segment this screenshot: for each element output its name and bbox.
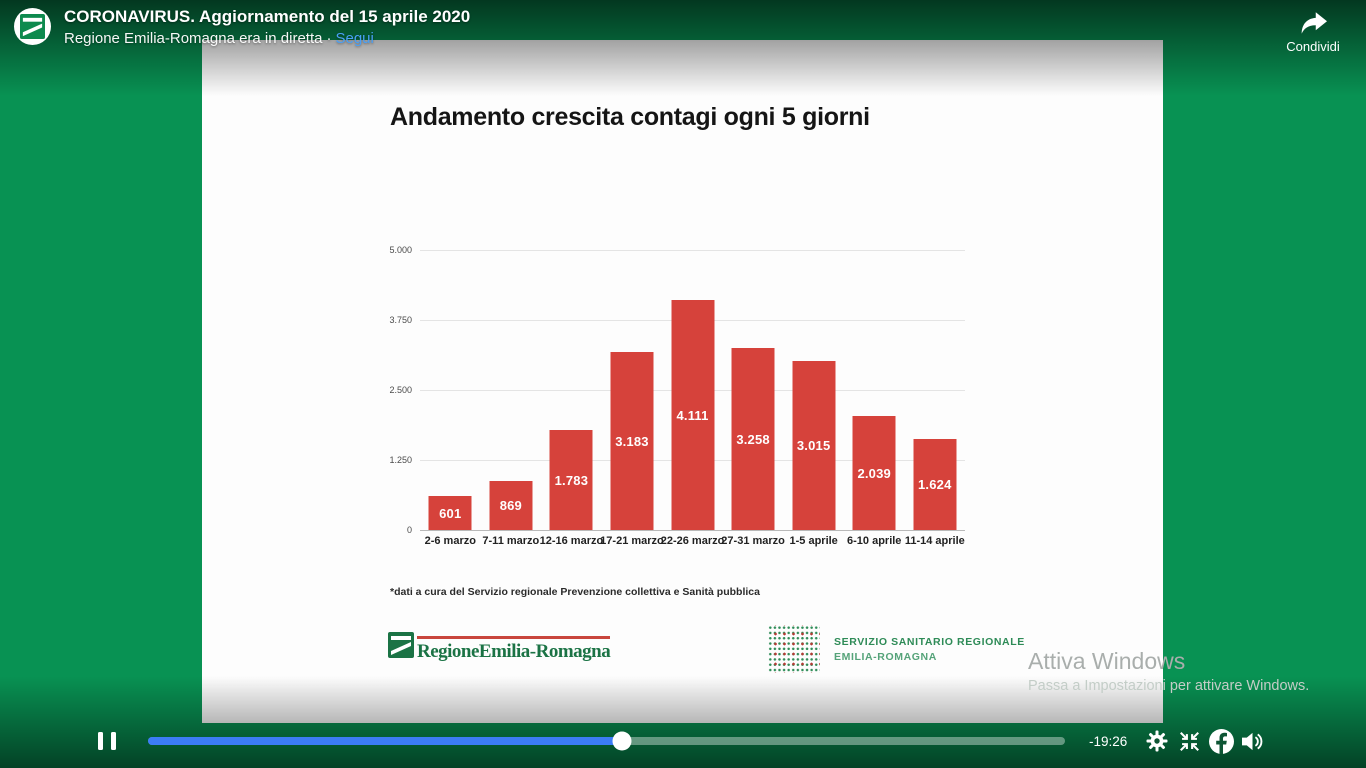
x-tick-label: 2-6 marzo [424, 535, 476, 547]
bar-value-label: 3.183 [615, 433, 649, 449]
bar: 869 [489, 481, 533, 530]
bar-chart: 5.000 3.750 2.500 1.250 0 601 2-6 marzo 869 7-1… [389, 245, 966, 547]
regione-emblem-icon [388, 632, 414, 663]
page-name-live-text: Regione Emilia-Romagna era in diretta [64, 30, 323, 47]
player-controls: -19:26 [0, 722, 1366, 768]
bars-row: 601 2-6 marzo 869 7-11 marzo 1.783 12-16 marz… [420, 250, 966, 547]
bar: 2.039 [852, 416, 896, 530]
servizio-sanitario-logo: SERVIZIO SANITARIO REGIONALE EMILIA-ROMA… [768, 625, 1025, 673]
bar: 3.258 [731, 348, 775, 530]
gear-icon [1146, 730, 1168, 752]
share-label: Condividi [1286, 39, 1340, 54]
bar-value-label: 3.258 [736, 431, 770, 447]
bar: 3.015 [792, 361, 836, 530]
bar: 3.183 [610, 352, 654, 530]
playhead-handle[interactable] [612, 731, 632, 751]
progress-bar[interactable] [148, 731, 1065, 751]
bar-value-label: 869 [499, 498, 522, 513]
bar-group: 869 7-11 marzo [481, 250, 542, 547]
progress-fill [148, 737, 623, 745]
ssr-dot-grid-icon [768, 625, 820, 673]
regione-avatar-icon [20, 14, 45, 39]
exit-fullscreen-icon [1180, 732, 1199, 751]
x-tick-label: 7-11 marzo [482, 535, 540, 547]
share-button[interactable]: Condividi [1278, 12, 1348, 54]
regione-emilia-romagna-logo: RegioneEmilia-Romagna [388, 632, 611, 663]
chart-title: Andamento crescita contagi ogni 5 giorni [390, 103, 870, 131]
bar-group: 601 2-6 marzo [420, 250, 481, 547]
facebook-watermark-button[interactable] [1209, 729, 1234, 759]
bar: 4.111 [671, 300, 715, 530]
settings-button[interactable] [1145, 729, 1169, 758]
gridline [420, 530, 965, 531]
bar: 601 [428, 496, 472, 530]
ssr-logo-line1: SERVIZIO SANITARIO REGIONALE [834, 635, 1025, 648]
video-title: CORONAVIRUS. Aggiornamento del 15 aprile… [64, 7, 471, 26]
bar-value-label: 3.015 [796, 438, 831, 453]
bar-group: 1.783 12-16 marzo [540, 250, 603, 547]
share-arrow-icon [1301, 12, 1327, 34]
page-avatar[interactable] [14, 8, 51, 45]
x-tick-label: 22-26 marzo [660, 535, 725, 547]
x-tick-label: 12-16 marzo [539, 535, 604, 547]
bar-group: 2.039 6-10 aprile [844, 250, 905, 547]
bar-value-label: 4.111 [676, 407, 709, 423]
y-tick-label: 2.500 [389, 385, 412, 395]
bar-value-label: 601 [439, 505, 462, 521]
bar-group: 4.111 22-26 marzo [661, 250, 724, 547]
y-tick-label: 5.000 [389, 245, 412, 255]
exit-fullscreen-button[interactable] [1179, 731, 1200, 757]
pause-button[interactable] [98, 732, 116, 750]
follow-link[interactable]: Segui [335, 30, 374, 47]
bar: 1.624 [913, 439, 957, 530]
video-header: CORONAVIRUS. Aggiornamento del 15 aprile… [0, 0, 1366, 70]
x-tick-label: 17-21 marzo [600, 535, 664, 547]
x-tick-label: 1-5 aprile [789, 535, 838, 547]
bar-group: 3.015 1-5 aprile [783, 250, 844, 547]
video-subtitle: Regione Emilia-Romagna era in diretta · Se… [64, 30, 374, 47]
y-tick-label: 3.750 [389, 315, 412, 325]
y-tick-label: 0 [406, 525, 412, 535]
bar-value-label: 2.039 [857, 465, 891, 481]
region-red-rule [417, 636, 611, 639]
volume-button[interactable] [1241, 731, 1264, 757]
volume-icon [1242, 732, 1263, 751]
ssr-logo-line2: EMILIA-ROMAGNA [834, 650, 937, 663]
x-tick-label: 6-10 aprile [847, 535, 902, 547]
x-tick-label: 11-14 aprile [904, 535, 965, 547]
bar-group: 1.624 11-14 aprile [905, 250, 966, 547]
bar-value-label: 1.783 [554, 472, 589, 488]
y-tick-label: 1.250 [389, 455, 412, 465]
pause-icon [98, 732, 103, 750]
bar-group: 3.183 17-21 marzo [600, 250, 664, 547]
bar: 1.783 [549, 430, 593, 530]
time-remaining: -19:26 [1089, 734, 1128, 749]
gridline [420, 250, 965, 251]
presentation-slide: Andamento crescita contagi ogni 5 giorni… [202, 40, 1163, 723]
chart-footnote: *dati a cura del Servizio regionale Prev… [390, 586, 760, 598]
bar-group: 3.258 27-31 marzo [721, 250, 785, 547]
region-logo-text: RegioneEmilia-Romagna [417, 641, 611, 662]
facebook-logo-icon [1209, 729, 1234, 754]
x-tick-label: 27-31 marzo [721, 535, 785, 547]
bar-value-label: 1.624 [918, 477, 952, 492]
